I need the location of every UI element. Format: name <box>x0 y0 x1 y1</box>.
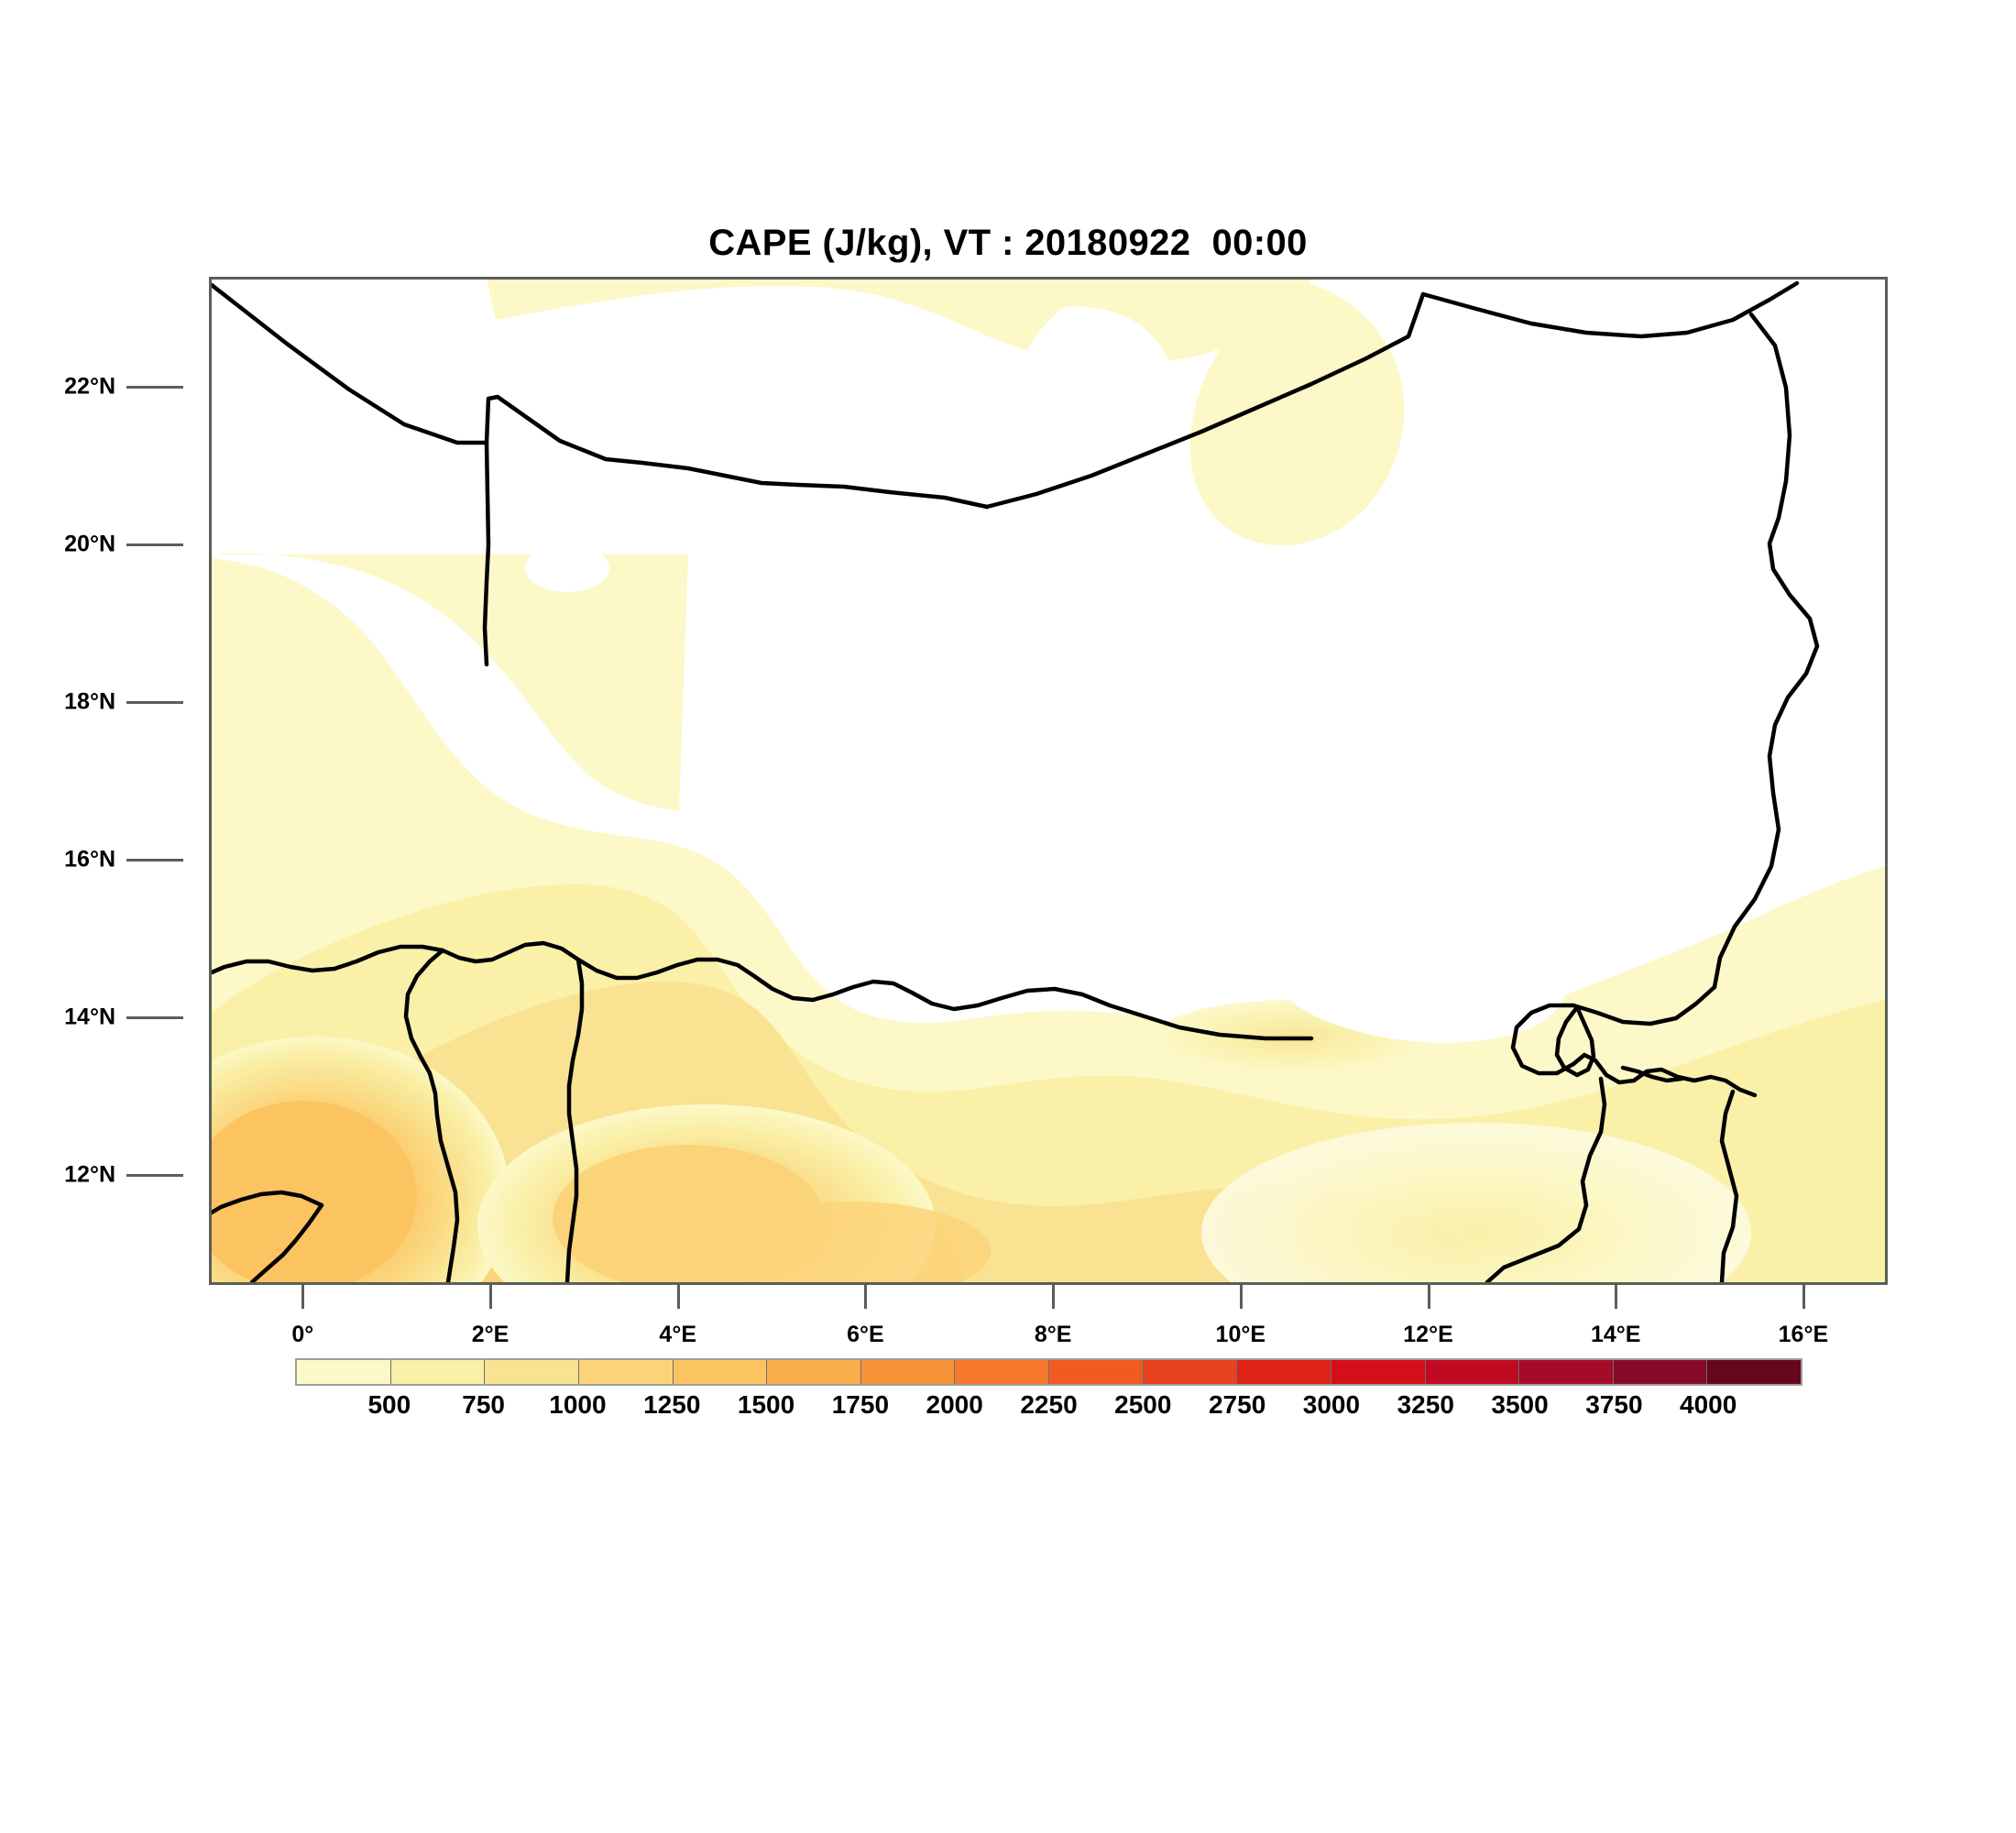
x-tick-mark <box>1239 1285 1243 1309</box>
x-axis: 0° 2°E 4°E 6°E 8°E 10°E 12°E 14°E 16°E <box>209 1285 1888 1358</box>
colorbar-block[interactable] <box>297 1360 391 1384</box>
x-tick-label: 6°E <box>847 1322 884 1347</box>
colorbar-block[interactable] <box>390 1360 486 1384</box>
colorbar-tick-label: 2250 <box>1020 1390 1078 1419</box>
colorbar-tick-label: 500 <box>367 1390 411 1419</box>
x-tick-mark <box>1427 1285 1430 1309</box>
colorbar-block[interactable] <box>1613 1360 1708 1384</box>
colorbar-block[interactable] <box>1425 1360 1520 1384</box>
x-tick-label: 12°E <box>1403 1322 1453 1347</box>
colorbar-block[interactable] <box>578 1360 674 1384</box>
colorbar-tick-label: 2000 <box>926 1390 983 1419</box>
zero-cape-void <box>830 578 1664 1001</box>
colorbar-tick-labels: 500 750 1000 1250 1500 1750 2000 2250 2500 2750 30… <box>295 1390 1802 1432</box>
y-tick-mark <box>126 701 183 705</box>
y-tick-label: 22°N <box>64 373 115 400</box>
country-borders <box>212 280 1820 1282</box>
x-tick-label: 14°E <box>1590 1322 1641 1347</box>
colorbar-tick-label: 2750 <box>1208 1390 1266 1419</box>
colorbar-tick-label: 1000 <box>549 1390 607 1419</box>
colorbar-block[interactable] <box>1237 1360 1331 1384</box>
colorbar-block[interactable] <box>860 1360 956 1384</box>
y-tick-label: 18°N <box>64 688 115 715</box>
x-tick-label: 2°E <box>471 1322 509 1347</box>
y-tick-mark <box>126 1173 183 1177</box>
colorbar-tick-label: 3750 <box>1585 1390 1643 1419</box>
colorbar-block[interactable] <box>1519 1360 1614 1384</box>
x-tick-mark <box>1615 1285 1618 1309</box>
x-tick-label: 4°E <box>659 1322 697 1347</box>
colorbar-tick-label: 1750 <box>831 1390 890 1419</box>
y-tick-mark <box>126 386 183 390</box>
x-tick-mark <box>676 1285 680 1309</box>
x-tick-label: 10°E <box>1215 1322 1266 1347</box>
x-tick-label: 0° <box>291 1322 314 1347</box>
colorbar-block[interactable] <box>1049 1360 1144 1384</box>
colorbar-tick-label: 3500 <box>1491 1390 1549 1419</box>
colorbar-tick-label: 3250 <box>1397 1390 1454 1419</box>
colorbar-block[interactable] <box>673 1360 768 1384</box>
x-tick-label: 16°E <box>1778 1322 1829 1347</box>
page-title: CAPE (J/kg), VT : 20180922 00:00 <box>708 223 1308 263</box>
colorbar-tick-label: 750 <box>462 1390 505 1419</box>
x-tick-mark <box>864 1285 868 1309</box>
x-tick-mark <box>489 1285 493 1309</box>
colorbar-block[interactable] <box>1143 1360 1238 1384</box>
y-tick-label: 12°N <box>64 1161 115 1188</box>
x-tick-mark <box>301 1285 305 1309</box>
y-tick-mark <box>126 543 183 547</box>
map-field <box>212 280 1885 1282</box>
y-axis: 22°N 20°N 18°N 16°N 14°N 12°N <box>0 277 183 1285</box>
colorbar-tick-label: 1500 <box>737 1390 795 1419</box>
colorbar-tick-label: 1250 <box>643 1390 701 1419</box>
colorbar-block[interactable] <box>1331 1360 1426 1384</box>
colorbar-tick-label: 3000 <box>1302 1390 1361 1419</box>
colorbar-block[interactable] <box>767 1360 861 1384</box>
colorbar-tick-label: 4000 <box>1680 1390 1737 1419</box>
x-tick-mark <box>1052 1285 1056 1309</box>
y-tick-mark <box>126 858 183 862</box>
colorbar-block[interactable] <box>1707 1360 1801 1384</box>
y-tick-label: 14°N <box>64 1004 115 1030</box>
map-panel <box>209 277 1888 1285</box>
x-tick-label: 8°E <box>1034 1322 1072 1347</box>
y-tick-mark <box>126 1015 183 1019</box>
colorbar-tick-label: 2500 <box>1114 1390 1172 1419</box>
colorbar-block[interactable] <box>955 1360 1049 1384</box>
colorbar-block[interactable] <box>485 1360 579 1384</box>
x-tick-mark <box>1802 1285 1805 1309</box>
colorbar[interactable] <box>295 1358 1802 1386</box>
y-tick-label: 20°N <box>64 531 115 557</box>
cape-max-southwest-core <box>212 1101 417 1282</box>
y-tick-label: 16°N <box>64 846 115 873</box>
